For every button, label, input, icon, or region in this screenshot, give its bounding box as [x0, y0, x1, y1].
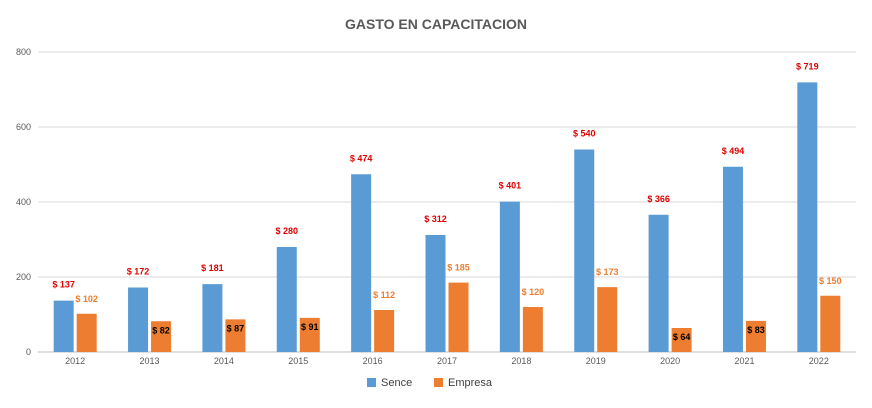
y-tick-label: 600 — [16, 122, 31, 132]
gridlines — [38, 51, 856, 353]
bar-sence — [722, 166, 743, 352]
bar-empresa — [374, 310, 395, 352]
bar-empresa — [151, 321, 172, 352]
data-label-empresa: $ 173 — [596, 267, 619, 277]
bar-empresa — [745, 320, 766, 352]
data-label-empresa: $ 150 — [819, 276, 842, 286]
x-tick-label: 2022 — [809, 356, 829, 366]
bars — [53, 82, 841, 352]
y-tick-label: 0 — [26, 347, 31, 357]
bar-sence — [202, 284, 223, 352]
chart-title: GASTO EN CAPACITACION — [345, 16, 527, 32]
data-label-sence: $ 172 — [127, 267, 150, 277]
data-label-sence: $ 280 — [276, 226, 299, 236]
legend-swatch — [434, 378, 443, 387]
bar-empresa — [225, 319, 246, 352]
data-label-sence: $ 401 — [499, 181, 522, 191]
bar-empresa — [76, 313, 97, 352]
bar-sence — [128, 287, 149, 352]
bar-sence — [351, 174, 372, 352]
y-axis: 0 200 400 600 800 — [16, 47, 31, 357]
data-label-empresa: $ 112 — [373, 290, 395, 300]
data-label-empresa: $ 102 — [75, 294, 98, 304]
data-label-empresa: $ 185 — [447, 263, 470, 273]
bar-sence — [648, 214, 669, 352]
bar-empresa — [820, 295, 841, 352]
x-tick-label: 2012 — [65, 356, 85, 366]
x-tick-label: 2016 — [363, 356, 383, 366]
data-labels: $ 137$ 102 $ 172 $ 82 $ 181 $ 87 $ 280 $ 91 $ 4… — [52, 61, 841, 342]
legend-label: Empresa — [448, 377, 493, 389]
data-label-sence: $ 137 — [52, 280, 75, 290]
x-tick-label: 2017 — [437, 356, 457, 366]
data-label-empresa: $ 82 — [152, 325, 170, 335]
bar-sence — [425, 235, 446, 352]
y-tick-label: 800 — [16, 47, 31, 57]
bar-sence — [499, 201, 520, 352]
x-tick-label: 2021 — [734, 356, 754, 366]
x-tick-label: 2015 — [288, 356, 308, 366]
x-axis: 2012 2013 2014 2015 2016 2017 2018 2019 2020 2021… — [65, 356, 829, 366]
legend-label: Sence — [381, 377, 412, 389]
x-tick-label: 2013 — [140, 356, 160, 366]
data-label-sence: $ 312 — [424, 214, 447, 224]
legend-swatch — [367, 378, 376, 387]
data-label-empresa: $ 64 — [673, 332, 691, 342]
bar-empresa — [448, 282, 469, 352]
bar-sence — [276, 247, 297, 352]
x-tick-label: 2018 — [511, 356, 531, 366]
data-label-empresa: $ 83 — [747, 325, 765, 335]
data-label-sence: $ 494 — [722, 146, 745, 156]
data-label-empresa: $ 91 — [301, 322, 319, 332]
bar-sence — [574, 149, 595, 352]
bar-empresa — [522, 307, 543, 352]
y-tick-label: 400 — [16, 197, 31, 207]
data-label-empresa: $ 87 — [227, 323, 245, 333]
bar-empresa — [597, 287, 618, 352]
data-label-sence: $ 366 — [647, 194, 670, 204]
bar-sence — [53, 300, 74, 352]
data-label-sence: $ 474 — [350, 153, 373, 163]
x-tick-label: 2020 — [660, 356, 680, 366]
data-label-empresa: $ 120 — [522, 287, 545, 297]
bar-sence — [797, 82, 818, 352]
x-tick-label: 2019 — [586, 356, 606, 366]
bar-empresa — [671, 328, 692, 352]
legend: Sence Empresa — [367, 377, 493, 389]
y-tick-label: 200 — [16, 272, 31, 282]
x-tick-label: 2014 — [214, 356, 234, 366]
data-label-sence: $ 719 — [796, 61, 819, 71]
data-label-sence: $ 540 — [573, 129, 596, 139]
bar-empresa — [299, 317, 320, 352]
data-label-sence: $ 181 — [201, 263, 224, 273]
